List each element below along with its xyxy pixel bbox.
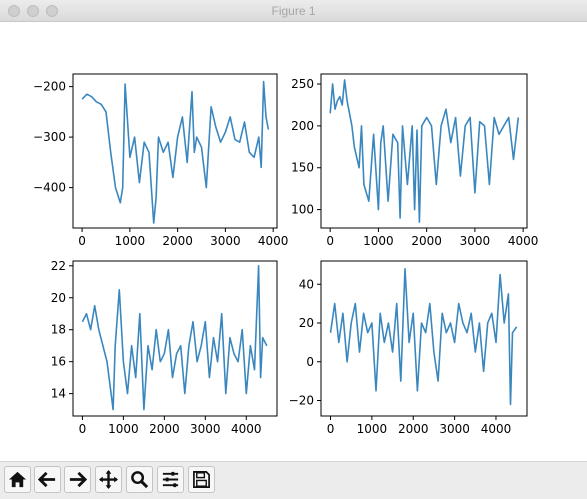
x-tick-label: 3000	[439, 422, 470, 436]
save-icon	[193, 471, 210, 488]
back-button[interactable]	[34, 466, 61, 493]
pan-icon	[99, 470, 118, 489]
y-tick-label: 20	[299, 316, 314, 330]
back-arrow-icon	[38, 471, 56, 488]
axes-frame	[320, 73, 528, 229]
axes-frame	[72, 260, 278, 417]
home-button[interactable]	[4, 466, 31, 493]
y-tick-label: −200	[33, 80, 66, 94]
series-line-1	[329, 79, 520, 223]
y-tick-label: 100	[291, 203, 314, 217]
zoom-button[interactable]	[126, 466, 153, 493]
subplot-1: 0 1000 2000 3000 4000 −200 −300 −400	[33, 73, 289, 248]
y-tick-label: 250	[291, 77, 314, 91]
x-tick-label: 2000	[162, 234, 193, 248]
window-title: Figure 1	[271, 4, 316, 18]
zoom-icon	[131, 471, 149, 489]
forward-arrow-icon	[69, 471, 87, 488]
y-tick-label: 18	[51, 323, 66, 337]
x-tick-label: 4000	[481, 422, 512, 436]
subplot-2: 0 1000 2000 3000 4000 250 200 150 100	[291, 73, 539, 248]
x-tick-label: 2000	[411, 234, 442, 248]
x-tick-label: 4000	[231, 422, 262, 436]
x-tick-label: 3000	[460, 234, 491, 248]
series-line-1	[81, 265, 268, 411]
window-titlebar: Figure 1	[0, 0, 587, 22]
x-tick-label: 0	[78, 234, 86, 248]
subplot-4: 0 1000 2000 3000 4000 40 20 0 −20	[289, 260, 528, 436]
y-tick-label: 200	[291, 119, 314, 133]
subplot-3: 0 1000 2000 3000 4000 22 20 18 16 14	[51, 259, 278, 436]
save-button[interactable]	[188, 466, 215, 493]
minimize-window-button[interactable]	[27, 5, 39, 17]
pan-button[interactable]	[95, 466, 122, 493]
x-tick-label: 0	[326, 234, 334, 248]
close-window-button[interactable]	[8, 5, 20, 17]
axes-frame	[320, 260, 528, 417]
x-tick-label: 1000	[115, 234, 146, 248]
y-tick-label: 150	[291, 161, 314, 175]
y-tick-label: −20	[289, 394, 314, 408]
y-tick-label: 22	[51, 259, 66, 273]
series-line-1	[81, 80, 270, 224]
series-line-1	[329, 268, 518, 406]
y-tick-label: 40	[299, 277, 314, 291]
y-tick-label: 16	[51, 355, 66, 369]
x-tick-label: 0	[327, 422, 335, 436]
x-tick-label: 1000	[108, 422, 139, 436]
configure-subplots-button[interactable]	[157, 466, 184, 493]
x-tick-label: 2000	[398, 422, 429, 436]
navigation-toolbar	[0, 461, 587, 499]
x-tick-label: 4000	[258, 234, 289, 248]
home-icon	[8, 471, 27, 488]
x-tick-label: 1000	[363, 234, 394, 248]
figure-canvas: 0 1000 2000 3000 4000−200−300−4000 1000 2000 30…	[33, 73, 539, 436]
x-tick-label: 3000	[190, 422, 221, 436]
y-tick-label: 0	[306, 355, 314, 369]
y-tick-label: 20	[51, 291, 66, 305]
x-tick-label: 1000	[357, 422, 388, 436]
zoom-window-button[interactable]	[46, 5, 58, 17]
x-tick-label: 2000	[149, 422, 180, 436]
x-tick-label: 0	[79, 422, 87, 436]
y-tick-label: 14	[51, 387, 66, 401]
y-tick-label: −400	[33, 181, 66, 195]
x-tick-label: 4000	[508, 234, 539, 248]
forward-button[interactable]	[64, 466, 91, 493]
configure-subplots-icon	[162, 471, 179, 488]
x-tick-label: 3000	[210, 234, 241, 248]
y-tick-label: −300	[33, 130, 66, 144]
axes-frame	[72, 73, 278, 229]
